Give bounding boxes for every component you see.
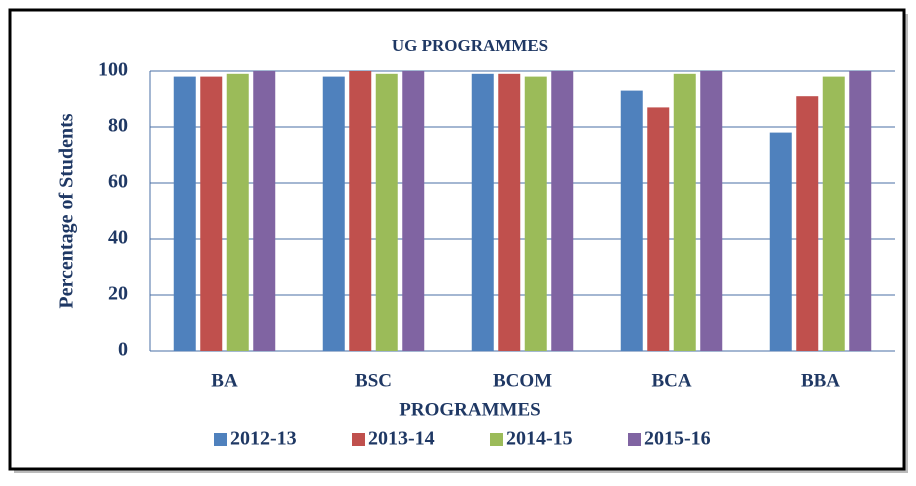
- legend-label: 2012-13: [230, 428, 297, 450]
- x-tick-label: BSC: [355, 370, 392, 391]
- bar: [253, 71, 276, 351]
- x-tick-label: BA: [211, 370, 238, 391]
- bar: [822, 76, 845, 351]
- x-tick-label: BCA: [651, 370, 691, 391]
- bar: [769, 132, 792, 351]
- x-tick-label: BBA: [801, 370, 840, 391]
- y-tick-label: 20: [108, 283, 128, 305]
- y-tick-label: 80: [108, 115, 128, 137]
- x-axis-title: PROGRAMMES: [399, 399, 540, 420]
- legend-swatch: [214, 433, 227, 446]
- legend-swatch: [352, 433, 365, 446]
- y-tick-label: 100: [98, 59, 128, 81]
- legend-label: 2015-16: [644, 428, 711, 450]
- bar: [349, 71, 372, 351]
- x-tick-label: BCOM: [493, 370, 552, 391]
- bar: [673, 73, 696, 352]
- legend-swatch: [628, 433, 641, 446]
- bar: [524, 76, 547, 351]
- bar: [322, 76, 345, 351]
- y-tick-label: 0: [118, 339, 128, 361]
- bar: [796, 96, 819, 351]
- bar: [551, 71, 574, 351]
- bar: [647, 107, 670, 352]
- y-tick-label: 60: [108, 171, 128, 193]
- bar: [498, 73, 521, 352]
- bar: [402, 71, 425, 351]
- legend-label: 2013-14: [368, 428, 435, 450]
- y-axis-title: Percentage of Students: [56, 113, 78, 308]
- bar: [700, 71, 723, 351]
- bar: [620, 90, 643, 351]
- bar: [200, 76, 223, 351]
- legend-label: 2014-15: [506, 428, 573, 450]
- chart-title: UG PROGRAMMES: [392, 36, 548, 55]
- bar: [375, 73, 398, 352]
- bar: [226, 73, 249, 352]
- y-tick-label: 40: [108, 227, 128, 249]
- legend-swatch: [490, 433, 503, 446]
- bar: [173, 76, 196, 351]
- bar: [849, 71, 872, 351]
- bar: [471, 73, 494, 352]
